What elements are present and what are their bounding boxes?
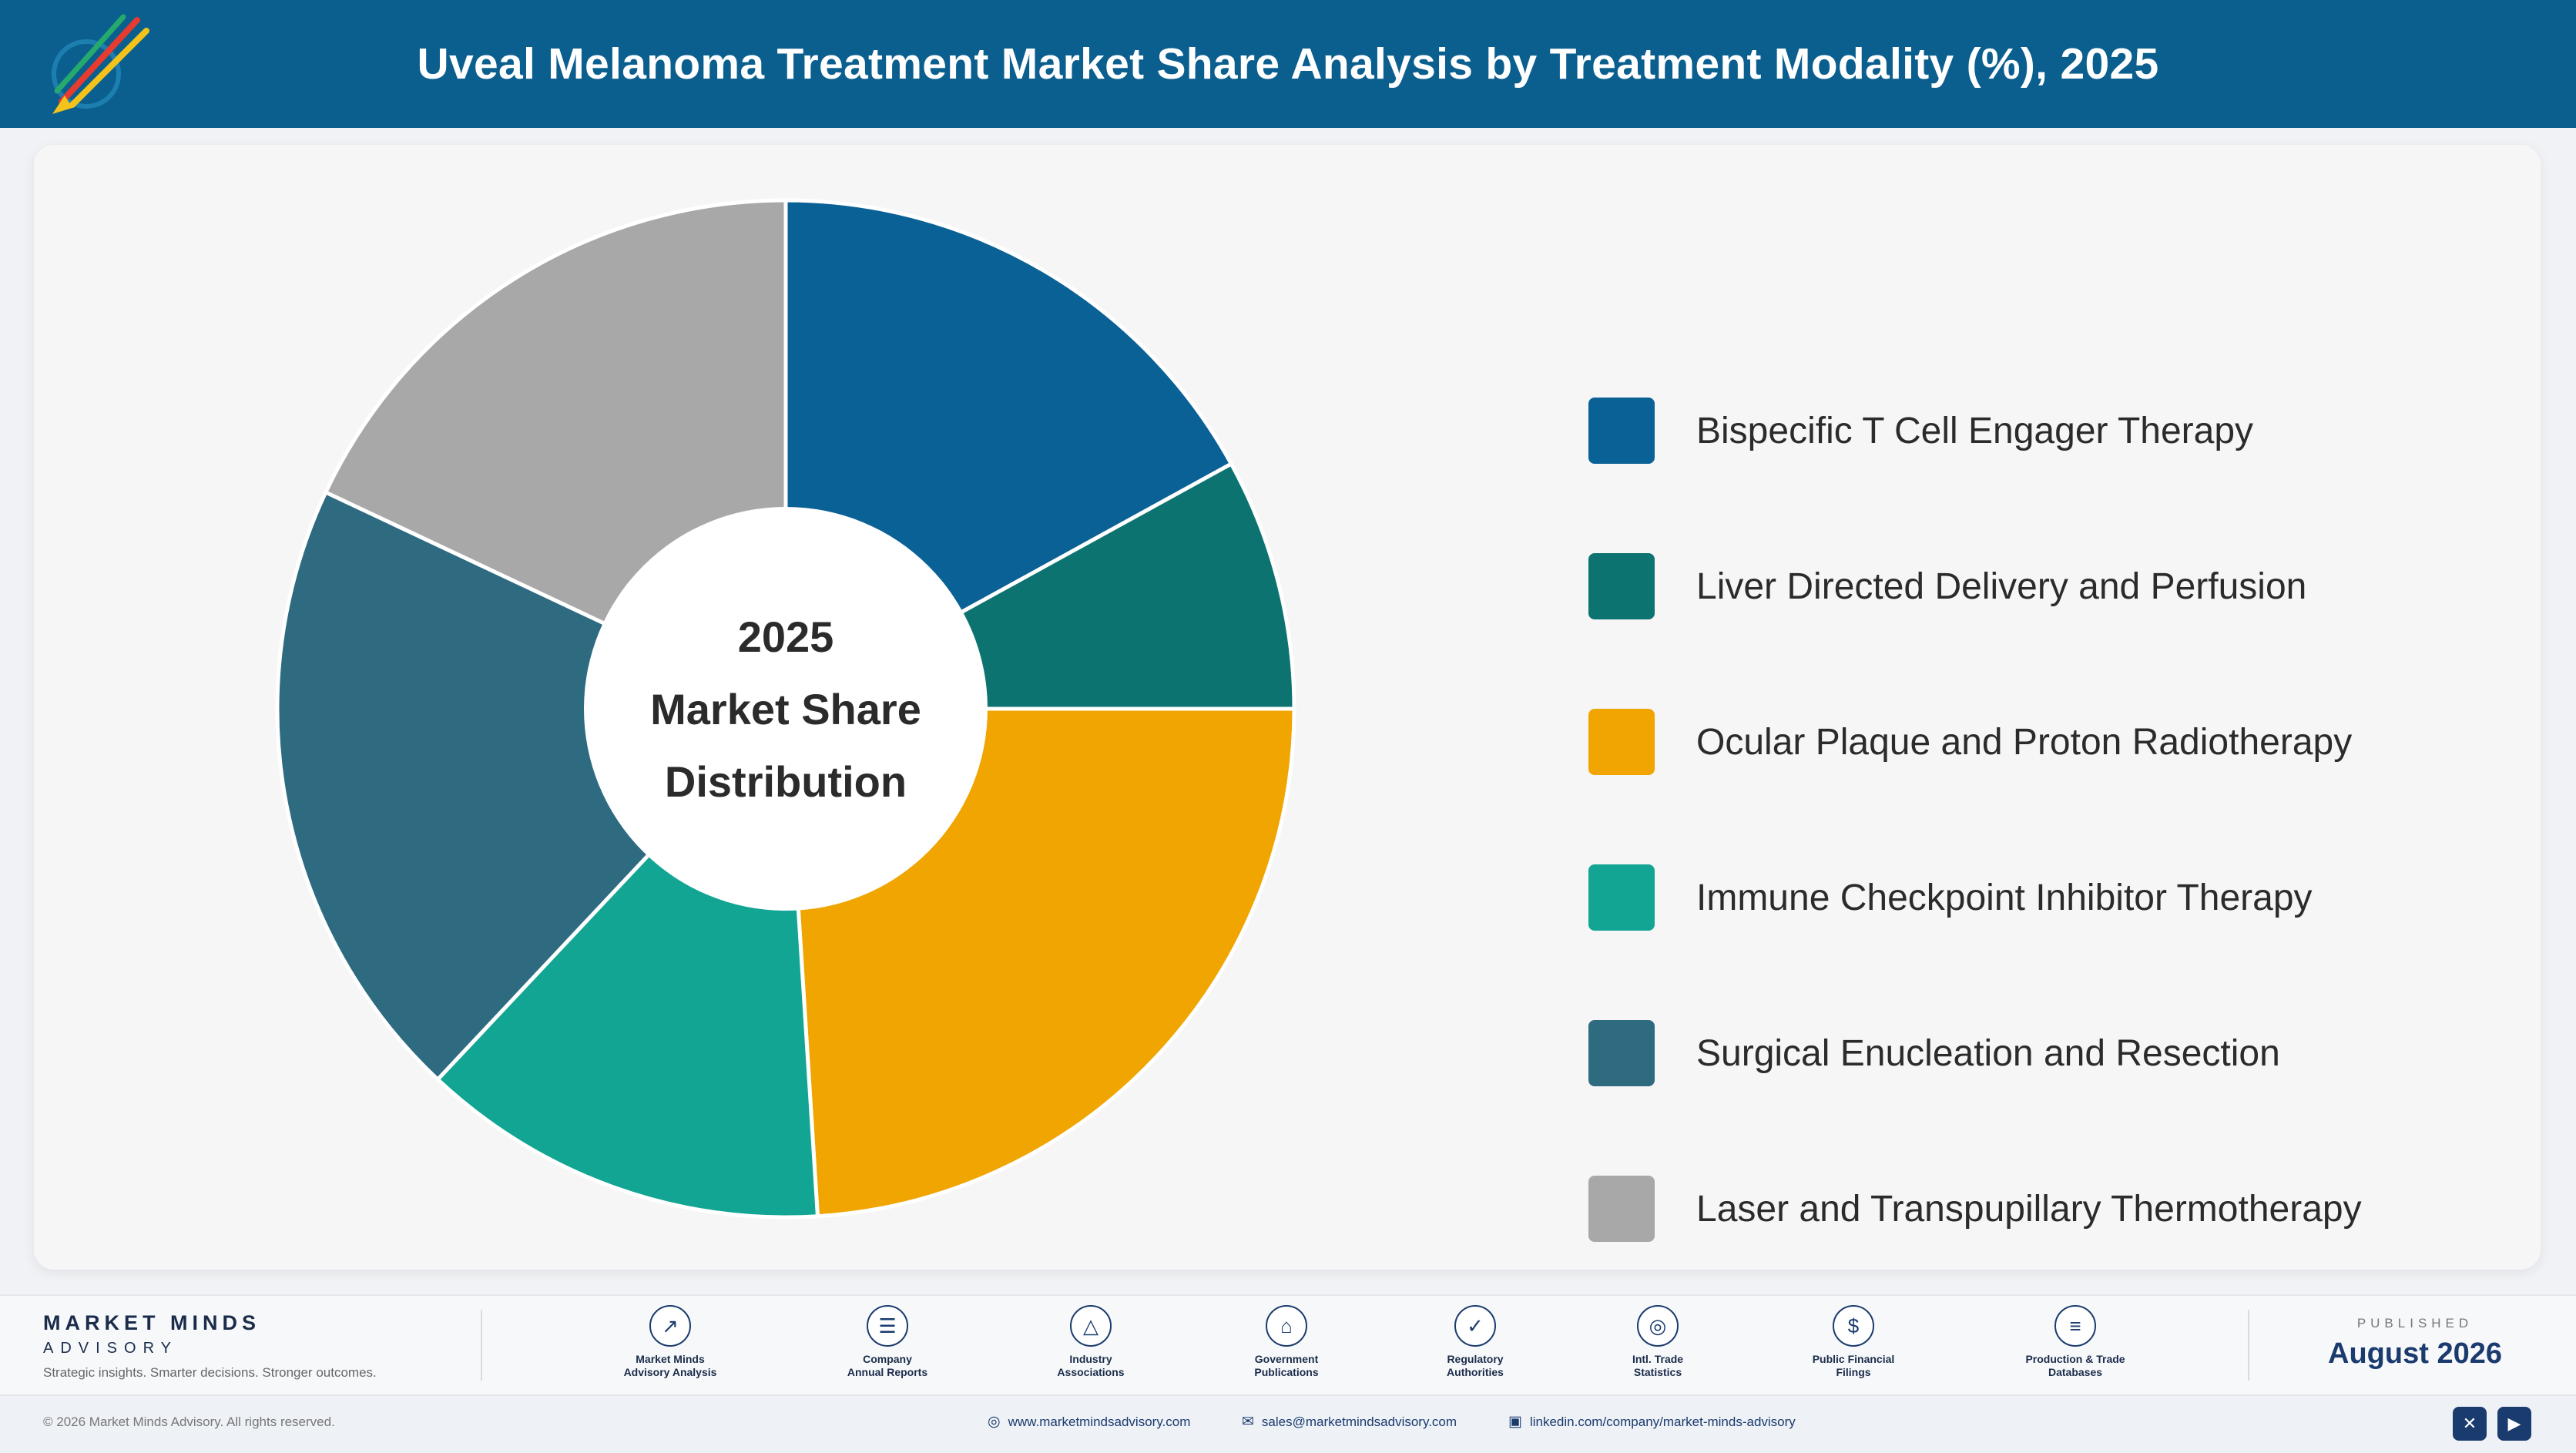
website-link[interactable]: ◎ www.marketmindsadvisory.com bbox=[988, 1413, 1190, 1431]
legend-label: Laser and Transpupillary Thermotherapy bbox=[1696, 1188, 2362, 1230]
source-item: ✓ Regulatory Authorities bbox=[1390, 1305, 1560, 1379]
legend-swatch bbox=[1588, 553, 1655, 619]
legend-label: Immune Checkpoint Inhibitor Therapy bbox=[1696, 877, 2313, 918]
source-label: Regulatory Authorities bbox=[1447, 1353, 1504, 1378]
source-label: Public Financial Filings bbox=[1812, 1353, 1895, 1378]
government-building-icon: ⌂ bbox=[1266, 1305, 1307, 1347]
globe-icon: ◎ bbox=[1637, 1305, 1679, 1347]
center-label: 2025 bbox=[738, 612, 834, 661]
network-icon: △ bbox=[1070, 1305, 1112, 1347]
legend-label: Bispecific T Cell Engager Therapy bbox=[1696, 410, 2254, 451]
footer-divider bbox=[2248, 1310, 2249, 1381]
source-item: ⌂ Government Publications bbox=[1202, 1305, 1371, 1379]
legend-item: Bispecific T Cell Engager Therapy bbox=[1588, 398, 2253, 464]
source-item: ↗ Market Minds Advisory Analysis bbox=[585, 1305, 755, 1379]
source-item: △ Industry Associations bbox=[1006, 1305, 1176, 1379]
source-label: Government Publications bbox=[1254, 1353, 1319, 1378]
source-label: Industry Associations bbox=[1057, 1353, 1125, 1378]
source-item: ◎ Intl. Trade Statistics bbox=[1573, 1305, 1742, 1379]
linkedin-link[interactable]: ▣ linkedin.com/company/market-minds-advi… bbox=[1508, 1413, 1796, 1431]
linkedin-icon: ▣ bbox=[1508, 1414, 1522, 1430]
published-label: PUBLISHED bbox=[2356, 1316, 2474, 1331]
legend-swatch bbox=[1588, 709, 1655, 775]
document-icon: ☰ bbox=[867, 1305, 908, 1347]
donut-chart: 2025 Market Share Distribution bbox=[275, 198, 1296, 1220]
center-label: Market Share bbox=[650, 685, 921, 733]
globe-icon: ◎ bbox=[988, 1414, 1001, 1430]
shield-check-icon: ✓ bbox=[1454, 1305, 1496, 1347]
chart-card: 2025 Market Share Distribution Bispecific … bbox=[34, 145, 2541, 1270]
page-title: Uveal Melanoma Treatment Market Share An… bbox=[417, 39, 2159, 89]
source-label: Company Annual Reports bbox=[847, 1353, 928, 1378]
email-link[interactable]: ✉ sales@marketmindsadvisory.com bbox=[1242, 1413, 1457, 1431]
footer: MARKET MINDS ADVISORY Strategic insights… bbox=[0, 1294, 2576, 1453]
donut-hole bbox=[584, 507, 988, 911]
legend-item: Laser and Transpupillary Thermotherapy bbox=[1588, 1176, 2362, 1242]
legend-label: Surgical Enucleation and Resection bbox=[1696, 1032, 2280, 1074]
legend-label: Liver Directed Delivery and Perfusion bbox=[1696, 565, 2307, 607]
legend-swatch bbox=[1588, 398, 1655, 464]
source-item: $ Public Financial Filings bbox=[1769, 1305, 1938, 1379]
footer-brand: MARKET MINDS ADVISORY Strategic insights… bbox=[43, 1311, 377, 1381]
source-item: ☰ Company Annual Reports bbox=[803, 1305, 972, 1379]
header-bar: Uveal Melanoma Treatment Market Share An… bbox=[0, 0, 2576, 128]
legend-item: Surgical Enucleation and Resection bbox=[1588, 1020, 2280, 1086]
rocket-logo-icon bbox=[52, 14, 149, 114]
database-icon: ≡ bbox=[2054, 1305, 2096, 1347]
source-item: ≡ Production & Trade Databases bbox=[1991, 1305, 2160, 1379]
youtube-icon[interactable]: ▶ bbox=[2497, 1407, 2531, 1441]
footer-divider bbox=[481, 1310, 482, 1381]
x-twitter-icon[interactable]: ✕ bbox=[2453, 1407, 2487, 1441]
website-text: www.marketmindsadvisory.com bbox=[1008, 1414, 1191, 1429]
brand-subtitle: ADVISORY bbox=[43, 1340, 178, 1357]
email-text: sales@marketmindsadvisory.com bbox=[1261, 1414, 1457, 1429]
brand-name: MARKET MINDS bbox=[43, 1311, 260, 1334]
linkedin-text: linkedin.com/company/market-minds-adviso… bbox=[1529, 1414, 1796, 1429]
pie-slice bbox=[275, 489, 790, 1082]
footer-bottom-bar: © 2026 Market Minds Advisory. All rights… bbox=[0, 1394, 2576, 1453]
brand-tagline: Strategic insights. Smarter decisions. S… bbox=[43, 1365, 377, 1380]
dollar-coin-icon: $ bbox=[1833, 1305, 1874, 1347]
chart-line-icon: ↗ bbox=[649, 1305, 691, 1347]
published-block: PUBLISHED August 2026 bbox=[2311, 1316, 2519, 1371]
legend-item: Liver Directed Delivery and Perfusion bbox=[1588, 553, 2306, 619]
center-label: Distribution bbox=[665, 757, 907, 806]
mail-icon: ✉ bbox=[1242, 1414, 1254, 1430]
legend-swatch bbox=[1588, 864, 1655, 931]
legend-swatch bbox=[1588, 1020, 1655, 1086]
legend-item: Immune Checkpoint Inhibitor Therapy bbox=[1588, 864, 2313, 931]
published-date: August 2026 bbox=[2328, 1337, 2502, 1370]
legend-label: Ocular Plaque and Proton Radiotherapy bbox=[1696, 721, 2353, 763]
legend-item: Ocular Plaque and Proton Radiotherapy bbox=[1588, 709, 2352, 775]
source-label: Market Minds Advisory Analysis bbox=[623, 1353, 717, 1378]
copyright-text: © 2026 Market Minds Advisory. All rights… bbox=[43, 1414, 335, 1429]
source-label: Intl. Trade Statistics bbox=[1632, 1353, 1684, 1378]
legend-swatch bbox=[1588, 1176, 1655, 1242]
source-label: Production & Trade Databases bbox=[2025, 1353, 2125, 1378]
